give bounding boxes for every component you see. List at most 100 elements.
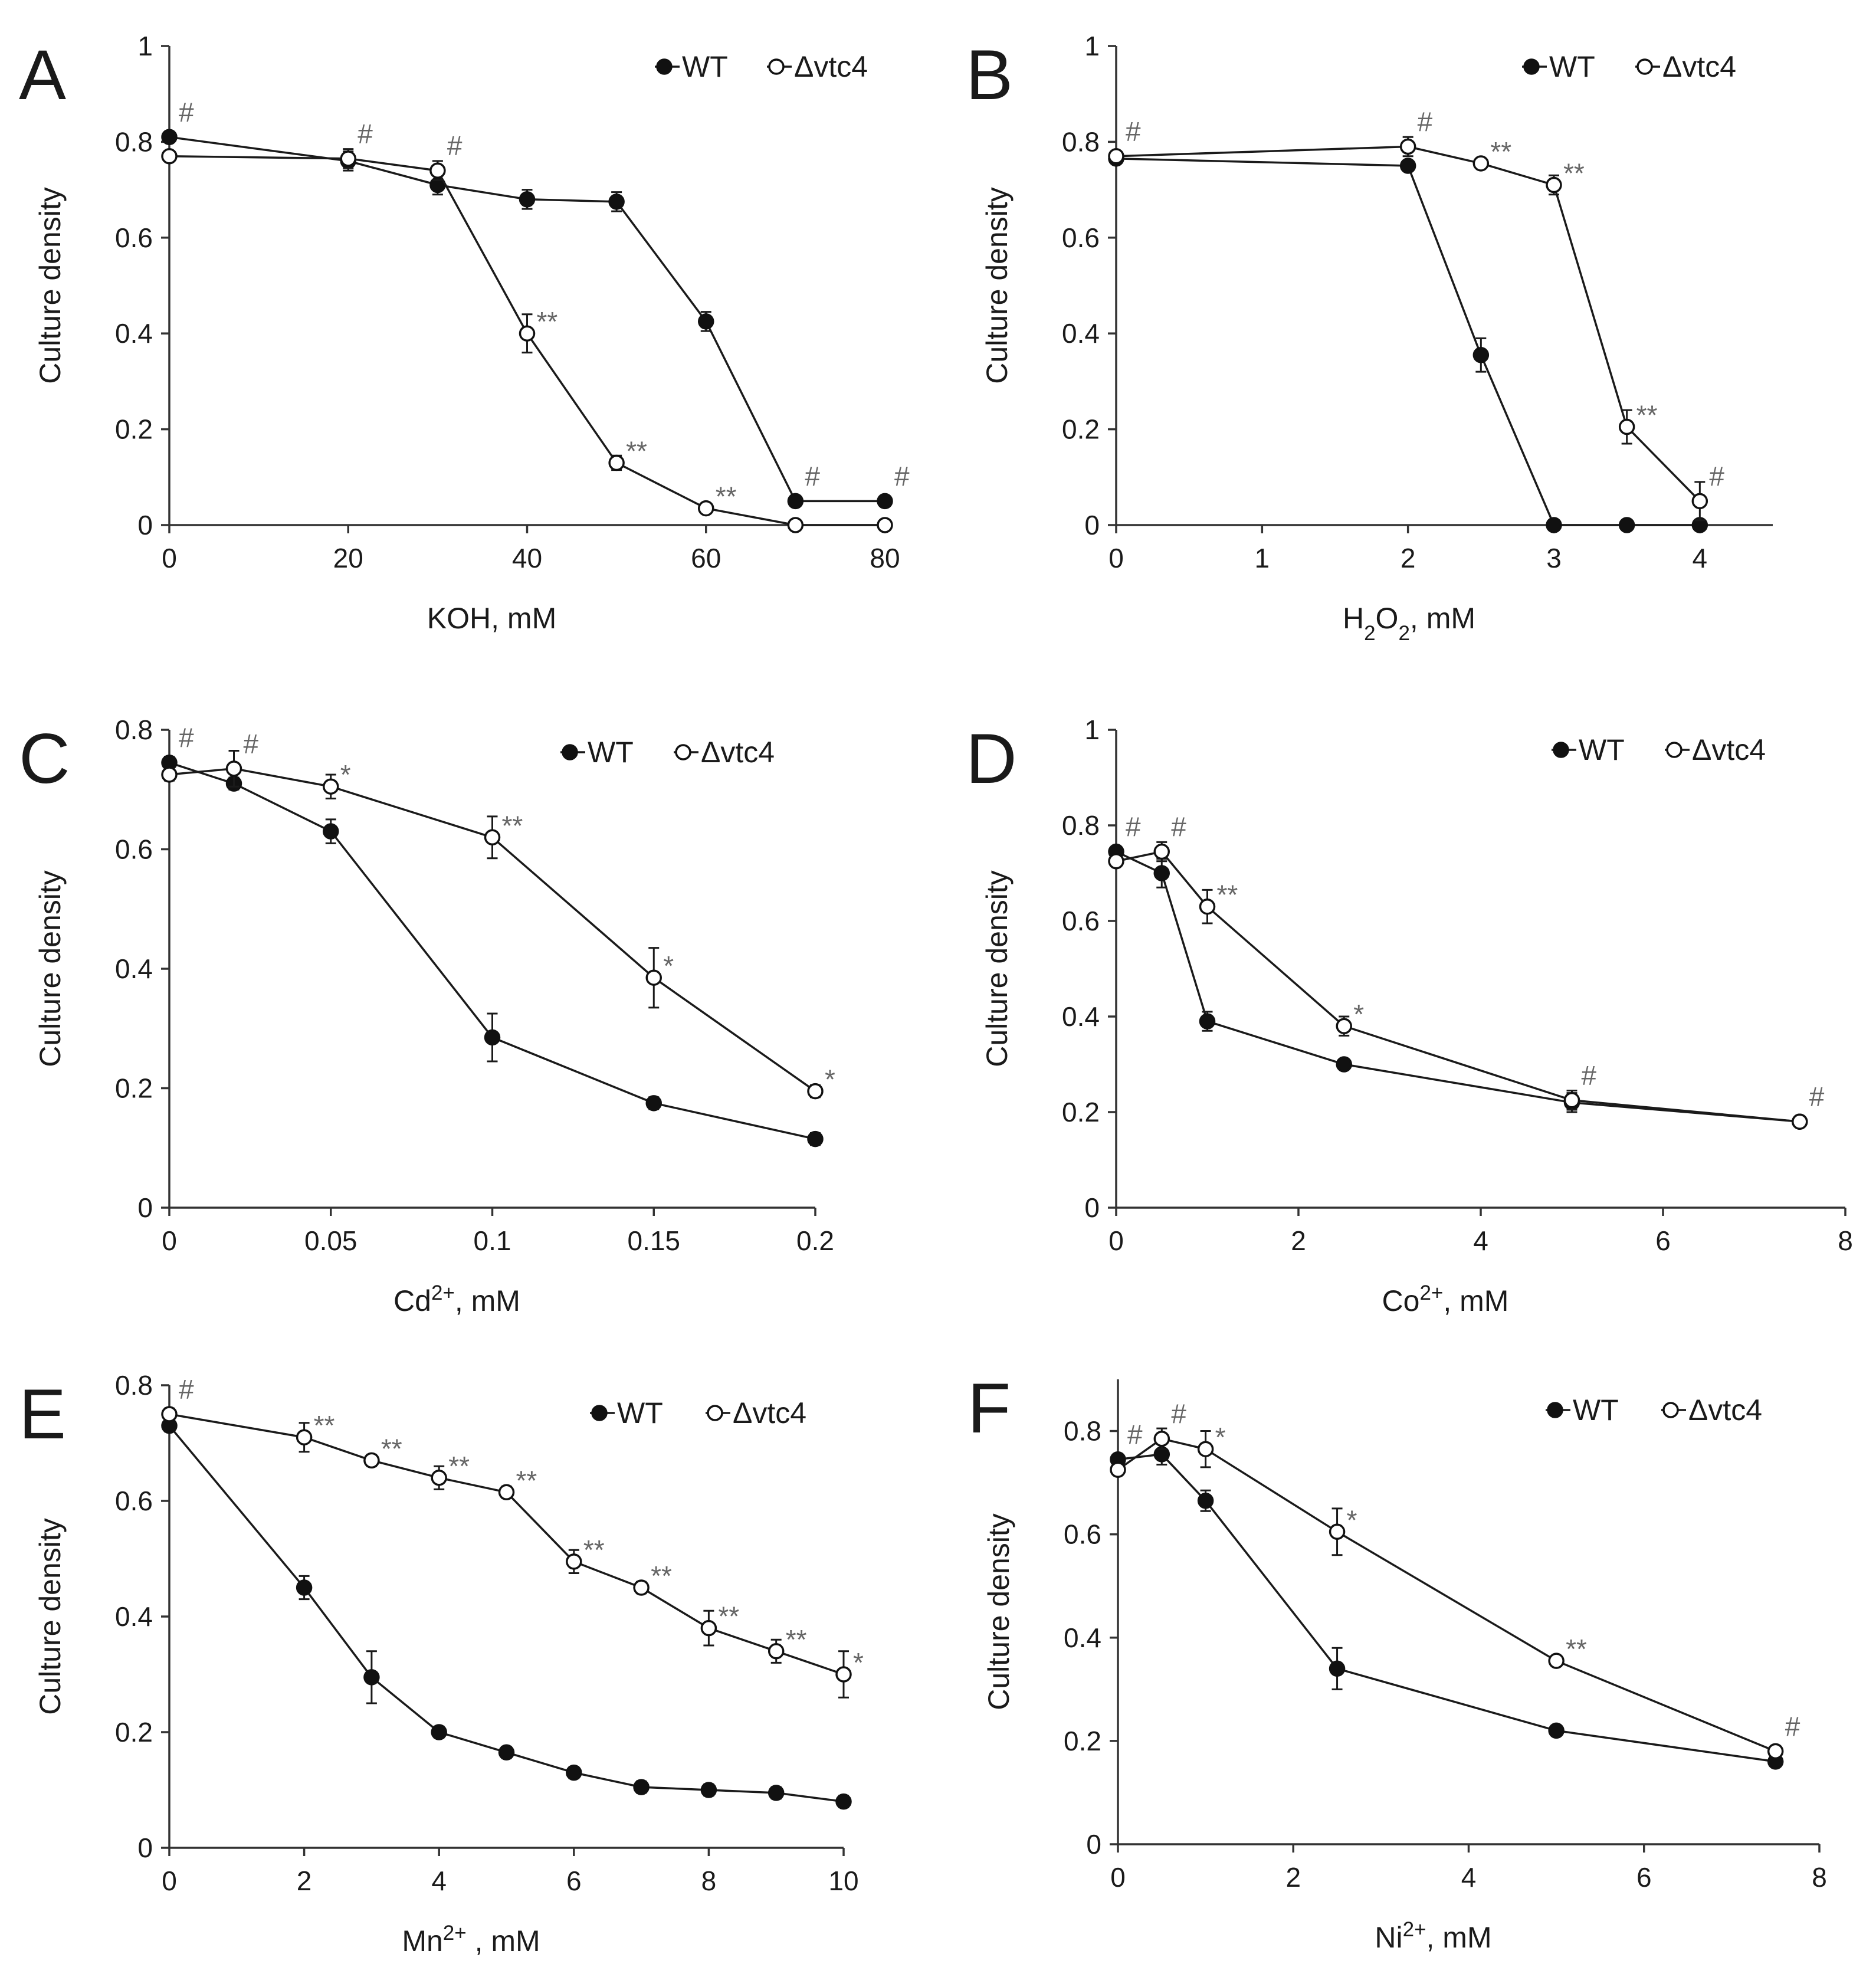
y-axis-title: Culture density [34,1518,67,1715]
significance-mark: ** [716,481,737,512]
significance-mark: # [1809,1081,1825,1112]
series-wt [161,1417,852,1810]
data-point [768,1643,785,1660]
significance-mark: ** [626,435,647,466]
data-point [1197,1441,1214,1457]
y-tick-label: 1 [1084,714,1100,745]
y-tick-label: 0.2 [115,414,153,445]
significance-mark: ** [448,1451,470,1481]
data-point [1110,1461,1126,1478]
x-tick-label: 8 [1812,1862,1827,1893]
series-vtc4 [1108,841,1808,1130]
series-line [169,762,816,1140]
series-line [169,136,885,503]
x-tick-label: 8 [1838,1225,1853,1256]
data-point [1563,1092,1580,1109]
series-vtc4 [161,1406,852,1699]
series-line [1117,1437,1776,1753]
x-tick-label: 80 [870,543,900,573]
significance-mark: ** [516,1465,537,1496]
data-point [1336,1018,1352,1034]
y-tick-label: 0.4 [115,953,153,984]
significance-mark: # [1582,1060,1597,1091]
data-point [161,148,178,165]
y-tick-label: 0.4 [1064,1622,1101,1653]
panel-a: A 0 0.2 0.4 0.6 0.8 1 0 20 40 60 80 KOH, mM Culture d… [19,31,910,635]
y-tick-label: 0.2 [1062,1097,1100,1127]
data-point [363,1669,380,1686]
y-tick-label: 0.6 [115,834,153,865]
panel-b: B 0 0.2 0.4 0.6 0.8 1 0 1 2 3 4 H2O2, mM Culture dens… [966,31,1773,645]
x-tick-label: 6 [1636,1862,1652,1893]
data-point [835,1793,852,1810]
significance-mark: ** [1636,400,1658,431]
legend: WT Δvtc4 [1522,50,1736,83]
series-vtc4 [161,148,893,533]
y-tick-label: 0.6 [1064,1519,1101,1550]
y-tick-label: 0.4 [1062,318,1100,349]
data-point [1199,1013,1216,1030]
x-tick-label: 20 [333,543,363,573]
significance-mark: ** [718,1601,739,1632]
x-tick-label: 10 [828,1865,858,1896]
legend-marker [1547,1402,1563,1418]
legend-label-vtc4: Δvtc4 [1692,733,1766,766]
x-tick-label: 6 [1655,1225,1671,1256]
legend-marker [591,1405,608,1421]
y-tick-label: 0.8 [115,1370,153,1401]
data-point [323,778,339,795]
x-tick-label: 0 [1108,543,1124,573]
significance-mark: # [179,723,194,753]
data-point [566,1553,582,1570]
legend-label-vtc4: Δvtc4 [733,1396,806,1430]
significance-mark: ** [381,1433,402,1464]
significance-mark: # [1418,107,1433,137]
data-point [431,1724,447,1740]
y-tick-label: 0.2 [1062,414,1100,445]
legend-label-wt: WT [1549,50,1595,83]
series-line [168,1425,844,1803]
data-point [296,1579,313,1596]
data-point [1197,1493,1214,1509]
legend: WT Δvtc4 [560,736,775,769]
legend-marker [768,58,785,75]
y-tick-label: 0.4 [1062,1001,1100,1032]
panel-letter: B [966,35,1013,114]
data-point [1548,1722,1565,1739]
significance-mark: * [340,759,351,790]
data-point [519,325,536,342]
legend: WT Δvtc4 [1552,733,1766,766]
x-tick-label: 0.05 [304,1225,358,1256]
legend-label-vtc4: Δvtc4 [701,736,775,769]
series-vtc4 [1110,1427,1784,1760]
data-point [340,150,356,167]
legend: WT Δvtc4 [655,50,868,83]
x-tick-label: 60 [691,543,721,573]
legend-marker [1636,58,1653,75]
y-tick-label: 0.6 [1062,906,1100,936]
data-point [1153,865,1170,881]
data-point [835,1666,852,1683]
x-tick-label: 4 [1473,1225,1488,1256]
legend-label-wt: WT [588,736,634,769]
x-tick-label: 2 [1401,543,1416,573]
legend-label-wt: WT [1579,733,1625,766]
y-tick-label: 0.4 [115,1601,153,1632]
legend-marker [1553,742,1569,758]
y-tick-label: 0.2 [115,1073,153,1104]
y-axis-title: Culture density [34,870,67,1067]
y-tick-label: 0 [1084,510,1100,540]
y-tick-label: 0 [1084,1192,1100,1223]
series-wt [161,754,824,1147]
significance-mark: ** [1217,880,1238,910]
significance-mark: ** [583,1535,605,1565]
x-tick-label: 0.1 [474,1225,511,1256]
data-point [1153,843,1170,860]
x-tick-label: 0 [162,543,177,573]
y-axis-title: Culture density [980,870,1014,1067]
significance-mark: # [179,97,194,127]
data-point [1399,158,1416,174]
y-tick-label: 1 [1084,31,1100,61]
significance-mark: # [805,461,820,491]
